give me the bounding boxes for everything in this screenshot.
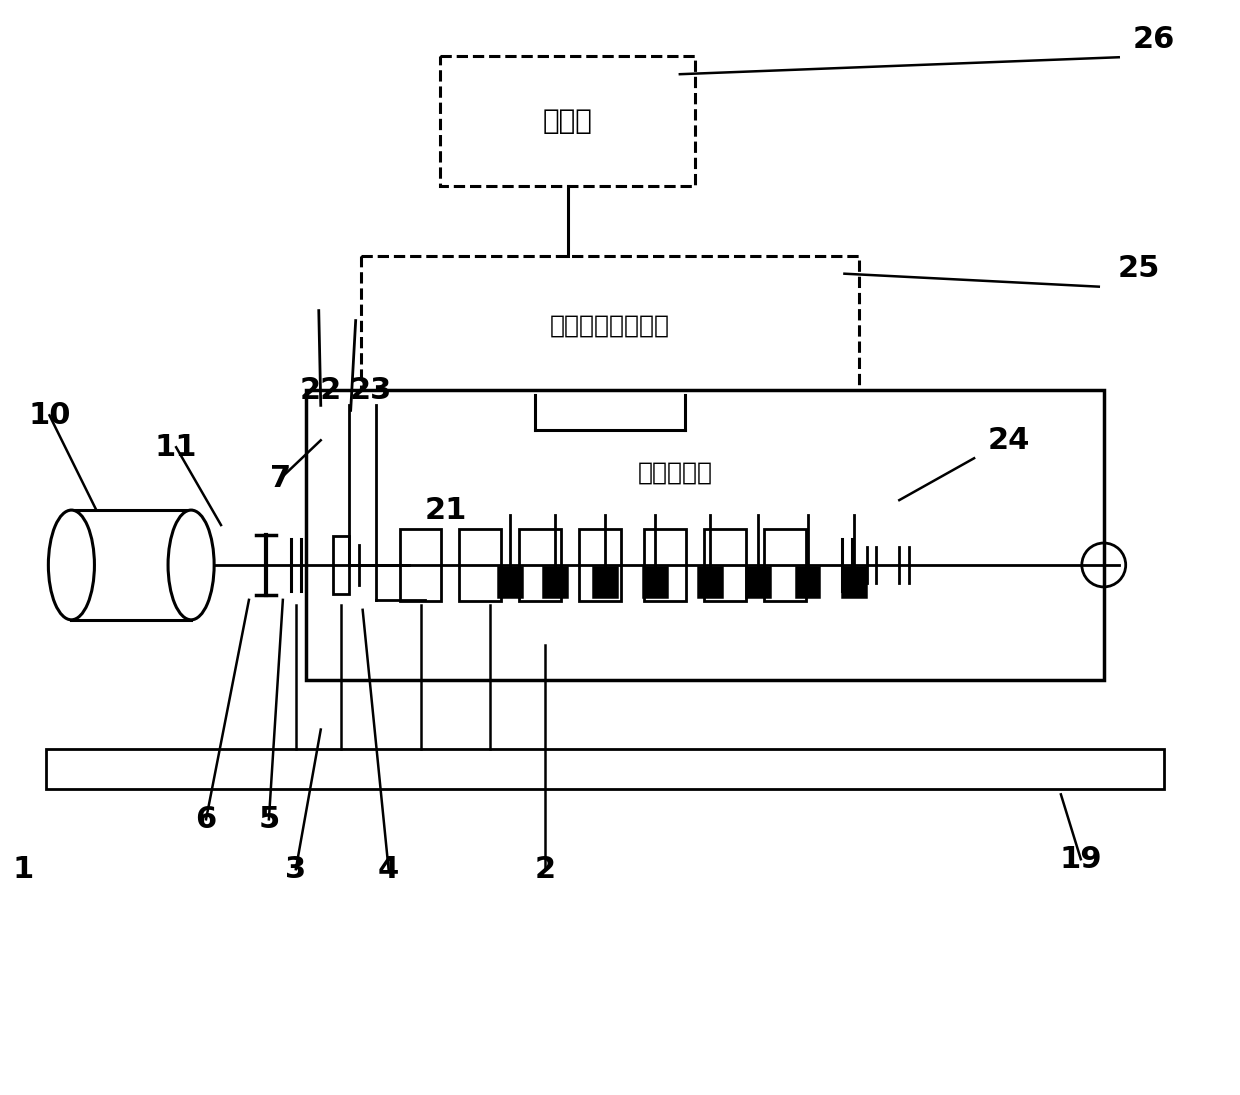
Text: 5: 5 <box>258 805 279 833</box>
Text: 3: 3 <box>285 855 306 884</box>
Text: 前置放大器: 前置放大器 <box>637 461 712 485</box>
Text: 1: 1 <box>12 855 35 884</box>
Text: 2: 2 <box>534 855 556 884</box>
Bar <box>498 567 522 597</box>
Text: 缸压在线监测系统: 缸压在线监测系统 <box>551 313 670 337</box>
Bar <box>842 567 867 597</box>
Bar <box>704 529 745 601</box>
Text: 23: 23 <box>350 376 392 405</box>
Bar <box>72 510 191 620</box>
Text: 26: 26 <box>1132 25 1174 54</box>
Bar <box>698 567 722 597</box>
Text: 19: 19 <box>1059 844 1102 874</box>
Text: 22: 22 <box>300 376 342 405</box>
Text: 10: 10 <box>29 401 71 430</box>
Bar <box>332 537 348 593</box>
Text: 25: 25 <box>1117 254 1159 284</box>
Text: 计算机: 计算机 <box>543 107 593 135</box>
Bar <box>440 56 694 186</box>
Bar <box>644 529 686 601</box>
Bar <box>306 391 1104 680</box>
Bar <box>796 567 820 597</box>
Bar <box>745 567 770 597</box>
Bar <box>361 256 859 395</box>
Bar <box>46 749 1163 789</box>
Text: 21: 21 <box>424 496 466 525</box>
Bar <box>579 529 621 601</box>
Bar <box>543 567 567 597</box>
Text: 24: 24 <box>988 426 1030 454</box>
Bar <box>644 567 667 597</box>
Bar <box>764 529 806 601</box>
Bar <box>520 529 562 601</box>
Bar <box>399 529 441 601</box>
Text: 4: 4 <box>378 855 399 884</box>
Ellipse shape <box>48 510 94 620</box>
Text: 11: 11 <box>155 433 197 462</box>
Bar <box>430 430 919 515</box>
Text: 6: 6 <box>196 805 217 833</box>
Text: 7: 7 <box>270 463 291 493</box>
Bar <box>593 567 618 597</box>
Ellipse shape <box>169 510 215 620</box>
Bar <box>459 529 501 601</box>
